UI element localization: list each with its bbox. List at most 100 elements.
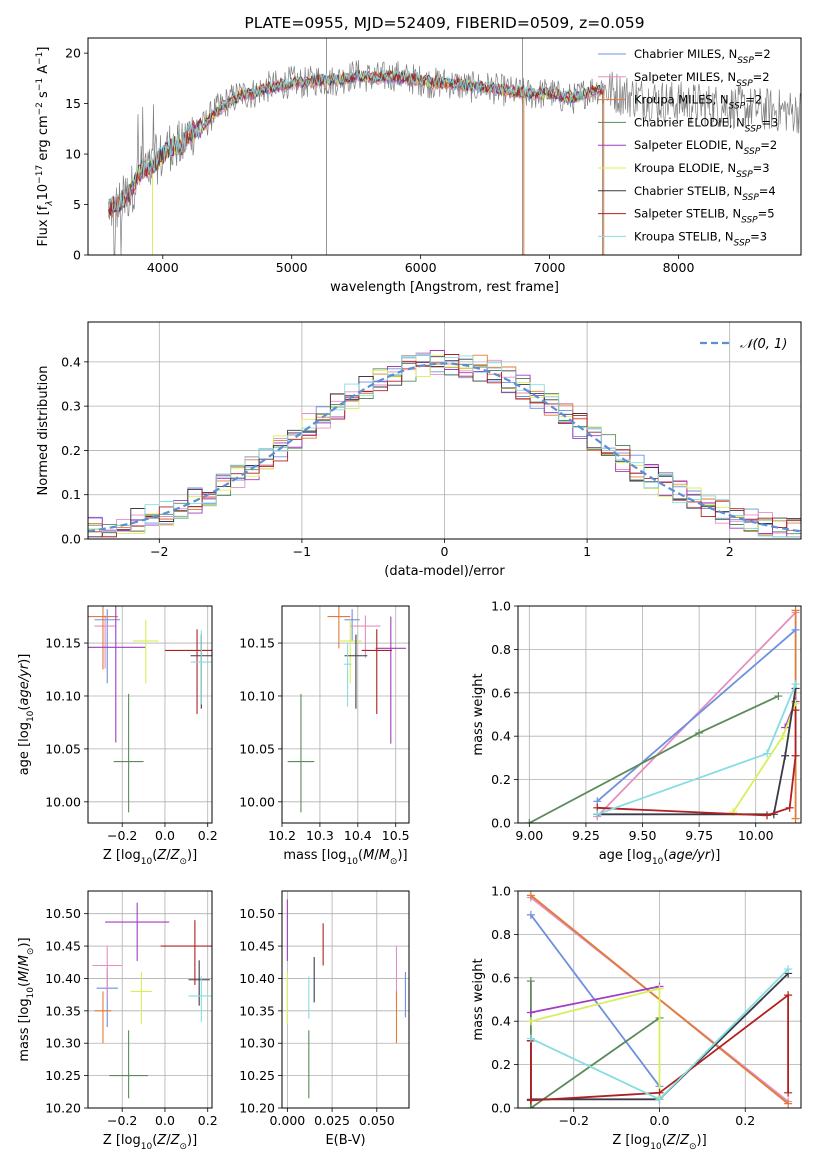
plot-area: [92, 902, 212, 1099]
legend-label-chabrier-elodie: Chabrier ELODIE, NSSP=3: [634, 115, 778, 134]
weight-marker-salpeter-stelib: [785, 803, 794, 812]
x-axis-label: Z [log10(Z/Z⊙)]: [103, 848, 197, 867]
y-tick-label: 0: [73, 248, 81, 263]
x-tick-label: −2: [150, 544, 168, 559]
weight-marker-chabrier-elodie: [774, 692, 783, 701]
y-tick-label: 0.3: [61, 399, 81, 414]
weight-line-chabrier-miles: [596, 629, 797, 802]
weight-marker-chabrier-miles: [791, 625, 800, 634]
histogram-panel: 𝒩(0, 1) −2 −1 0 1 2 0.0 0.1 0.2 0.3 0.4 (data-model…: [36, 321, 802, 579]
weight-line-chabrier-miles: [530, 914, 661, 1087]
plot-area: [286, 899, 406, 1099]
x-tick-label: 0.2: [735, 1113, 755, 1128]
y-axis-label: mass [log10(M/M⊙)]: [17, 937, 36, 1061]
y-tick-label: 0.2: [491, 1057, 511, 1072]
legend-label-salpeter-miles: Salpeter MILES, NSSP=2: [634, 70, 770, 89]
x-tick-label: 0.2: [198, 1113, 218, 1128]
plot-area: [88, 350, 801, 539]
weight-marker-kroupa-stelib: [655, 1095, 664, 1104]
weight-marker-chabrier-miles: [526, 910, 535, 919]
y-tick-label: 0.4: [61, 354, 81, 369]
histogram-kroupa-stelib: [88, 353, 801, 539]
age-vs-mass-panel: 10.2 10.3 10.4 10.5 10.00 10.05 10.10 10.15 mass…: [239, 605, 410, 867]
weight-line-salpeter-elodie: [530, 985, 660, 1014]
x-tick-label: 8000: [663, 260, 695, 275]
x-axis-label: mass [log10(M/M⊙)]: [283, 848, 407, 867]
axes-frame: [87, 890, 213, 1109]
y-tick-label: 0.8: [491, 927, 511, 942]
y-tick-label: 1.0: [491, 599, 511, 614]
weight-marker-kroupa-stelib: [791, 680, 800, 689]
x-tick-label: 0.2: [198, 828, 218, 843]
x-tick-label: 0.000: [269, 1113, 305, 1128]
x-tick-label: 4000: [147, 260, 179, 275]
y-tick-label: 10.10: [239, 688, 275, 703]
x-tick-label: 0.0: [650, 1113, 670, 1128]
y-axis-label: age [log10(age/yr)]: [17, 654, 36, 776]
x-tick-label: 0.025: [314, 1113, 350, 1128]
y-tick-label: 10.05: [45, 741, 81, 756]
chart-title: PLATE=0955, MJD=52409, FIBERID=0509, z=0…: [244, 14, 644, 32]
y-tick-label: 0.6: [491, 685, 511, 700]
x-tick-label: 7000: [534, 260, 566, 275]
plot-area: [108, 38, 801, 255]
x-axis-label: age [log10(age/yr)]: [599, 848, 721, 867]
x-tick-label: 9.50: [629, 828, 657, 843]
y-tick-label: 10.05: [239, 741, 275, 756]
weight-line-kroupa-elodie: [732, 703, 797, 813]
y-tick-label: 10.35: [45, 1003, 81, 1018]
x-tick-label: 6000: [405, 260, 437, 275]
model-spectrum-line-salpeter-elodie: [108, 71, 604, 214]
y-tick-label: 15: [65, 96, 81, 111]
y-tick-label: 0.4: [491, 729, 511, 744]
x-tick-label: 1: [583, 544, 591, 559]
y-axis-label: Normed distribution: [36, 366, 51, 496]
y-axis-label: mass weight: [471, 958, 486, 1040]
spectrum-panel: Chabrier MILES, NSSP=2 Salpeter MILES, NS…: [35, 14, 802, 295]
x-tick-label: 10.2: [268, 828, 296, 843]
x-tick-label: 5000: [276, 260, 308, 275]
x-axis-label: Z [log10(Z/Z⊙)]: [103, 1133, 197, 1152]
weight-marker-chabrier-elodie: [526, 1104, 535, 1108]
weight-marker-salpeter-stelib: [791, 751, 800, 760]
weight-vs-age-panel: 9.00 9.25 9.50 9.75 10.00 0.0 0.2 0.4 0.6 0.8 1.0 a…: [471, 599, 802, 867]
y-tick-label: 10.20: [45, 1101, 81, 1116]
plot-area: [287, 606, 406, 813]
mass-vs-reddening-panel: 0.000 0.025 0.050 10.20 10.25 10.30 10.35 10.40…: [239, 890, 410, 1148]
y-tick-label: 10.40: [45, 971, 81, 986]
y-tick-label: 0.0: [491, 816, 511, 831]
axes-frame: [281, 605, 410, 824]
axes-frame: [281, 890, 410, 1109]
y-tick-label: 10.10: [45, 688, 81, 703]
y-tick-label: 0.0: [61, 532, 81, 547]
weight-line-kroupa-stelib: [596, 683, 797, 816]
x-tick-label: −0.2: [107, 1113, 137, 1128]
x-axis-label: Z [log10(Z/Z⊙)]: [612, 1133, 706, 1152]
y-tick-label: 10.45: [239, 939, 275, 954]
legend-label-kroupa-miles: Kroupa MILES, NSSP=2: [634, 93, 762, 112]
x-tick-label: −0.2: [559, 1113, 589, 1128]
plot-area: [526, 891, 793, 1108]
y-tick-label: 10.30: [45, 1036, 81, 1051]
y-tick-label: 10.00: [45, 794, 81, 809]
weight-marker-chabrier-elodie: [695, 728, 704, 737]
y-tick-label: 0.6: [491, 970, 511, 985]
y-tick-label: 10.30: [239, 1036, 275, 1051]
y-tick-label: 1.0: [491, 884, 511, 899]
weight-line-chabrier-elodie: [528, 695, 779, 823]
x-tick-label: 9.25: [572, 828, 600, 843]
weight-marker-kroupa-elodie: [655, 984, 664, 993]
weight-marker-kroupa-miles: [784, 1099, 793, 1108]
y-tick-label: 0.2: [61, 443, 81, 458]
x-tick-label: −0.2: [107, 828, 137, 843]
x-tick-label: −1: [293, 544, 311, 559]
mass-vs-metallicity-panel: −0.2 0.0 0.2 10.20 10.25 10.30 10.35 10.40 10.45…: [17, 890, 218, 1152]
weight-marker-salpeter-stelib: [526, 1096, 535, 1105]
y-axis-label: mass weight: [471, 673, 486, 755]
legend-label-kroupa-stelib: Kroupa STELIB, NSSP=3: [634, 229, 767, 248]
weight-marker-kroupa-miles: [791, 606, 800, 615]
x-tick-label: 0.050: [359, 1113, 395, 1128]
axes-frame: [87, 605, 213, 824]
y-tick-label: 10: [65, 147, 81, 162]
x-tick-label: 2: [726, 544, 734, 559]
